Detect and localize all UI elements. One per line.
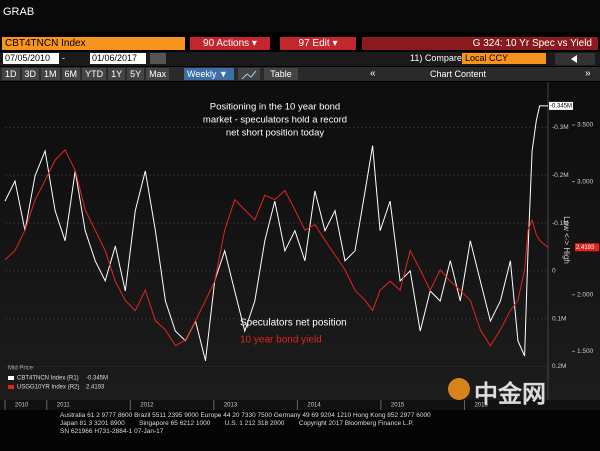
legend-entry: CBT4TNCN Index (R1)	[17, 376, 79, 382]
table-button[interactable]: Table	[264, 68, 298, 80]
window-title: GRAB	[3, 6, 35, 18]
x-tick-label: 2014	[307, 403, 321, 409]
title-bar: GRAB	[0, 0, 600, 32]
currency-select[interactable]: Local CCY	[462, 53, 546, 64]
function-title: G 324: 10 Yr Spec vs Yield	[362, 37, 598, 50]
period-button[interactable]: 3D	[21, 68, 40, 80]
chart-type-button[interactable]	[238, 68, 260, 80]
period-button[interactable]: YTD	[82, 68, 107, 80]
chart-content-button[interactable]: Chart Content	[430, 69, 487, 79]
x-tick-label: 2013	[224, 403, 238, 409]
series-line	[4, 149, 549, 347]
x-tick-label: 2012	[140, 403, 154, 409]
x-axis-strip	[0, 400, 600, 410]
watermark: 中金网	[474, 381, 546, 408]
collapse-button[interactable]: «	[370, 68, 376, 79]
edit-button[interactable]: 97 Edit ▾	[280, 37, 356, 50]
watermark-logo	[448, 378, 470, 400]
start-date[interactable]: 07/05/2010	[3, 53, 59, 64]
period-button[interactable]: Max	[146, 68, 170, 80]
actions-button[interactable]: 90 Actions ▾	[190, 37, 270, 50]
legend-value: -0.345M	[86, 376, 108, 382]
last-value-tag	[549, 101, 573, 110]
x-tick-label: 2016	[474, 403, 488, 409]
compare-label: 11) Compare	[410, 53, 462, 63]
y-tick-label: -0.2M	[552, 172, 569, 179]
period-button[interactable]: 1M	[41, 68, 60, 80]
y2-tick-label: 3.000	[577, 178, 594, 185]
date-separator: -	[62, 53, 65, 63]
footer-line: SN 621966 H731-2884-1 07-Jan-17	[60, 428, 164, 435]
annotation: market - speculators hold a record	[203, 115, 347, 126]
frequency-select[interactable]: Weekly ▼	[184, 68, 234, 80]
last-value-label: -0.345M	[550, 103, 572, 109]
y-tick-label: 0.1M	[552, 315, 566, 322]
series-label: 10 year bond yield	[240, 335, 322, 346]
legend-entry: USGG10YR Index (R2)	[17, 385, 79, 391]
last-value-tag	[575, 243, 599, 252]
annotation: Positioning in the 10 year bond	[210, 102, 340, 113]
end-date[interactable]: 01/06/2017	[90, 53, 146, 64]
y2-tick-label: 3.500	[577, 122, 594, 129]
x-tick-label: 2015	[391, 403, 405, 409]
back-button[interactable]	[555, 53, 595, 65]
line-icon	[241, 70, 257, 80]
period-button[interactable]: 6M	[61, 68, 81, 80]
y-tick-label: 0.2M	[552, 363, 566, 370]
legend-value: 2.4193	[86, 385, 105, 391]
security-field[interactable]: CBT4TNCN Index	[2, 37, 185, 50]
y2-tick-label: 1.500	[577, 348, 594, 355]
annotation: net short position today	[226, 128, 324, 139]
period-button[interactable]: 1D	[2, 68, 20, 80]
calendar-button[interactable]	[150, 53, 166, 64]
y-tick-label: -0.1M	[552, 220, 569, 227]
footer-line: Australia 61 2 9777 8600 Brazil 5511 239…	[60, 412, 431, 419]
period-button[interactable]: 5Y	[127, 68, 145, 80]
y-tick-label: -0.3M	[552, 124, 569, 131]
x-tick-label: 2011	[57, 403, 71, 409]
series-label: Speculators net position	[240, 318, 347, 329]
footer	[0, 410, 600, 451]
footer-line: Japan 81 3 3201 8900 Singapore 65 6212 1…	[60, 420, 414, 427]
expand-button[interactable]: »	[585, 68, 591, 79]
series-line	[4, 105, 548, 361]
legend-swatch	[8, 385, 14, 389]
back-icon	[571, 55, 577, 63]
y2-tick-label: 2.000	[577, 291, 594, 298]
last-value-label: 2.4193	[576, 245, 595, 251]
period-button[interactable]: 1Y	[108, 68, 126, 80]
footer-text: Australia 61 2 9777 8600 Brazil 5511 239…	[60, 412, 431, 436]
y-tick-label: 0	[552, 268, 556, 275]
x-tick-label: 2010	[15, 403, 29, 409]
legend-swatch	[8, 376, 14, 380]
legend-title: Mid Price	[8, 366, 34, 372]
period-buttons: 1D 3D 1M 6M YTD 1Y 5Y Max	[2, 68, 170, 80]
y-axis-label: Low <-> High	[562, 216, 571, 264]
